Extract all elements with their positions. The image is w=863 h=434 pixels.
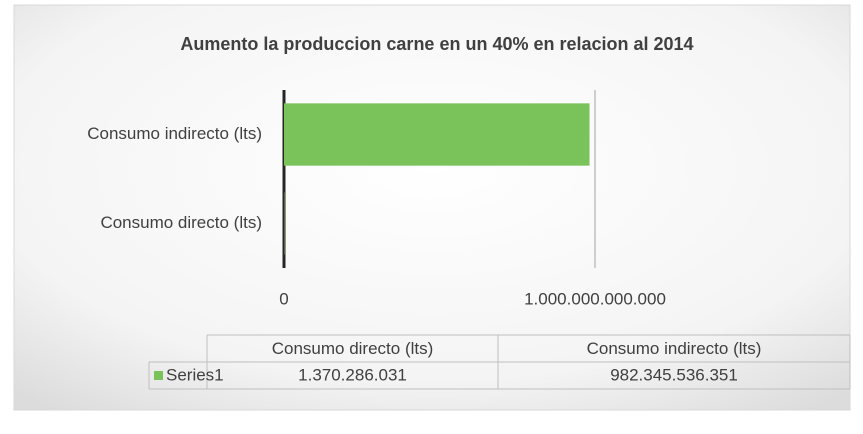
table-header: Consumo directo (lts) [272, 339, 434, 358]
legend-label: Series1 [166, 365, 224, 384]
y-tick-label: Consumo directo (lts) [100, 213, 262, 232]
y-tick-label: Consumo indirecto (lts) [87, 124, 262, 143]
table-header: Consumo indirecto (lts) [587, 339, 762, 358]
table-value: 1.370.286.031 [298, 365, 407, 384]
bar [284, 103, 590, 165]
legend-swatch [154, 371, 163, 380]
chart-title: Aumento la produccion carne en un 40% en… [180, 34, 693, 54]
table-value: 982.345.536.351 [610, 365, 738, 384]
x-tick-label: 0 [279, 289, 288, 308]
x-tick-label: 1.000.000.000.000 [524, 289, 666, 308]
